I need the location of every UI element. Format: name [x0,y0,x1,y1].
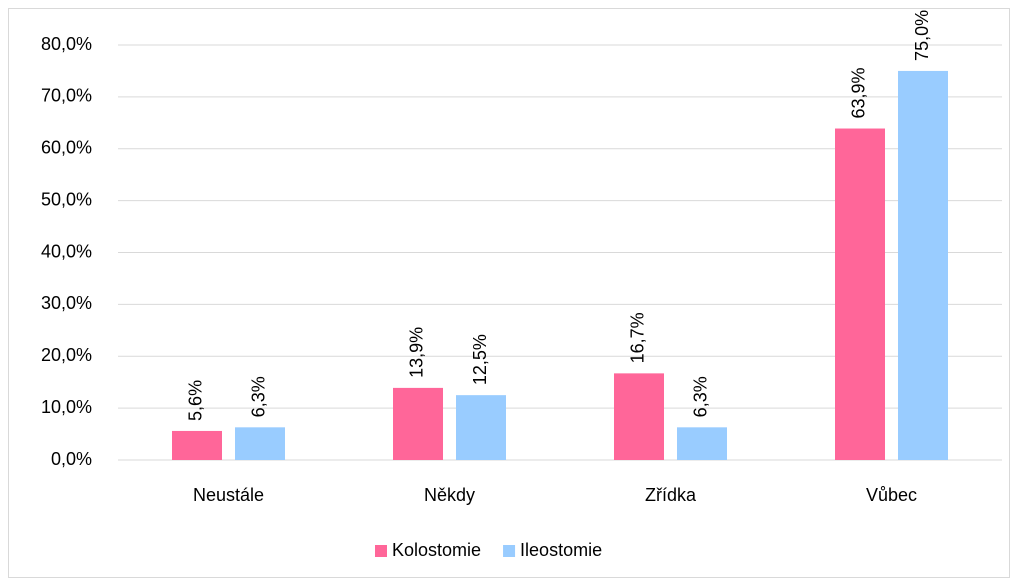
bar [235,427,285,460]
x-tick-label: Neustále [193,485,264,505]
y-tick-label: 80,0% [41,34,92,54]
bar [898,70,948,460]
bar [172,430,222,460]
bar [835,128,885,461]
legend-label: Kolostomie [392,540,481,560]
y-tick-label: 50,0% [41,189,92,209]
bar [677,427,727,460]
data-label: 63,9% [849,67,869,118]
y-tick-label: 60,0% [41,138,92,158]
y-tick-label: 20,0% [41,345,92,365]
x-tick-label: Zřídka [645,485,697,505]
bar [456,395,506,460]
data-label: 12,5% [470,334,490,385]
data-label: 6,3% [249,376,269,417]
legend-swatch [375,545,387,557]
bar [393,387,443,460]
legend-label: Ileostomie [520,540,602,560]
y-tick-label: 10,0% [41,397,92,417]
bar [614,373,664,460]
legend-swatch [503,545,516,557]
y-tick-label: 30,0% [41,293,92,313]
data-label: 6,3% [691,376,711,417]
data-label: 13,9% [407,327,427,378]
y-tick-label: 40,0% [41,241,92,261]
data-label: 5,6% [186,380,206,421]
data-label: 16,7% [628,312,648,363]
y-tick-label: 0,0% [51,449,92,469]
x-tick-label: Někdy [424,485,475,505]
x-tick-label: Vůbec [866,485,917,505]
data-label: 75,0% [912,10,932,61]
y-tick-label: 70,0% [41,86,92,106]
